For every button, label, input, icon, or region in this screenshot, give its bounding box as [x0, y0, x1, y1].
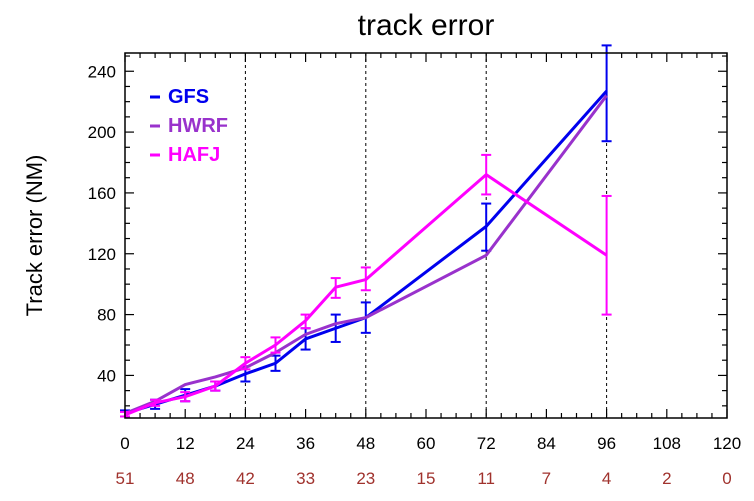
- x-tick-label: 120: [713, 434, 741, 453]
- chart-title: track error: [358, 9, 495, 42]
- error-bar-hafj: [601, 194, 612, 316]
- case-count-label: 42: [236, 469, 255, 488]
- y-tick-label: 160: [88, 184, 116, 203]
- y-tick-label: 240: [88, 62, 116, 81]
- error-bar-hafj: [270, 336, 281, 354]
- y-tick-label: 80: [97, 306, 116, 325]
- error-bar-gfs: [330, 313, 341, 343]
- x-tick-label: 24: [236, 434, 255, 453]
- case-count-label: 48: [176, 469, 195, 488]
- x-tick-label: 72: [477, 434, 496, 453]
- case-count-label: 23: [356, 469, 375, 488]
- error-bar-hafj: [330, 277, 341, 299]
- error-bar-hafj: [240, 356, 251, 371]
- case-count-label: 0: [722, 469, 731, 488]
- y-tick-label: 200: [88, 123, 116, 142]
- case-count-label: 33: [296, 469, 315, 488]
- y-axis-label: Track error (NM): [22, 155, 47, 317]
- legend: GFS HWRF HAFJ: [150, 86, 228, 166]
- y-tick-label: 120: [88, 245, 116, 264]
- y-tick-label: 40: [97, 366, 116, 385]
- error-bar-hafj: [150, 398, 161, 407]
- x-tick-label: 0: [120, 434, 129, 453]
- case-count-label: 2: [662, 469, 671, 488]
- legend-label-gfs: GFS: [168, 86, 209, 108]
- x-tick-label: 60: [417, 434, 436, 453]
- case-count-label: 4: [602, 469, 611, 488]
- x-tick-label: 36: [296, 434, 315, 453]
- legend-label-hwrf: HWRF: [168, 115, 228, 137]
- error-bar-hafj: [481, 153, 492, 196]
- x-tick-label: 12: [176, 434, 195, 453]
- error-bar-hafj: [210, 380, 221, 392]
- plot-area: 0 12 24 36 48 60 72 84 96 108 12040801201602002405…: [88, 44, 741, 488]
- legend-label-hafj: HAFJ: [168, 144, 220, 166]
- case-count-label: 51: [116, 469, 135, 488]
- x-tick-label: 48: [356, 434, 375, 453]
- case-count-label: 7: [542, 469, 551, 488]
- plot-frame: [124, 52, 728, 419]
- error-bar-gfs: [601, 44, 612, 143]
- error-bar-gfs: [481, 202, 492, 252]
- error-bar-hafj: [360, 266, 371, 292]
- error-bar-hafj: [180, 391, 191, 403]
- case-count-label: 15: [417, 469, 436, 488]
- case-count-label: 11: [477, 469, 495, 488]
- x-tick-label: 96: [597, 434, 616, 453]
- error-bar-hafj: [300, 313, 311, 330]
- x-tick-label: 108: [653, 434, 681, 453]
- x-tick-label: 84: [537, 434, 556, 453]
